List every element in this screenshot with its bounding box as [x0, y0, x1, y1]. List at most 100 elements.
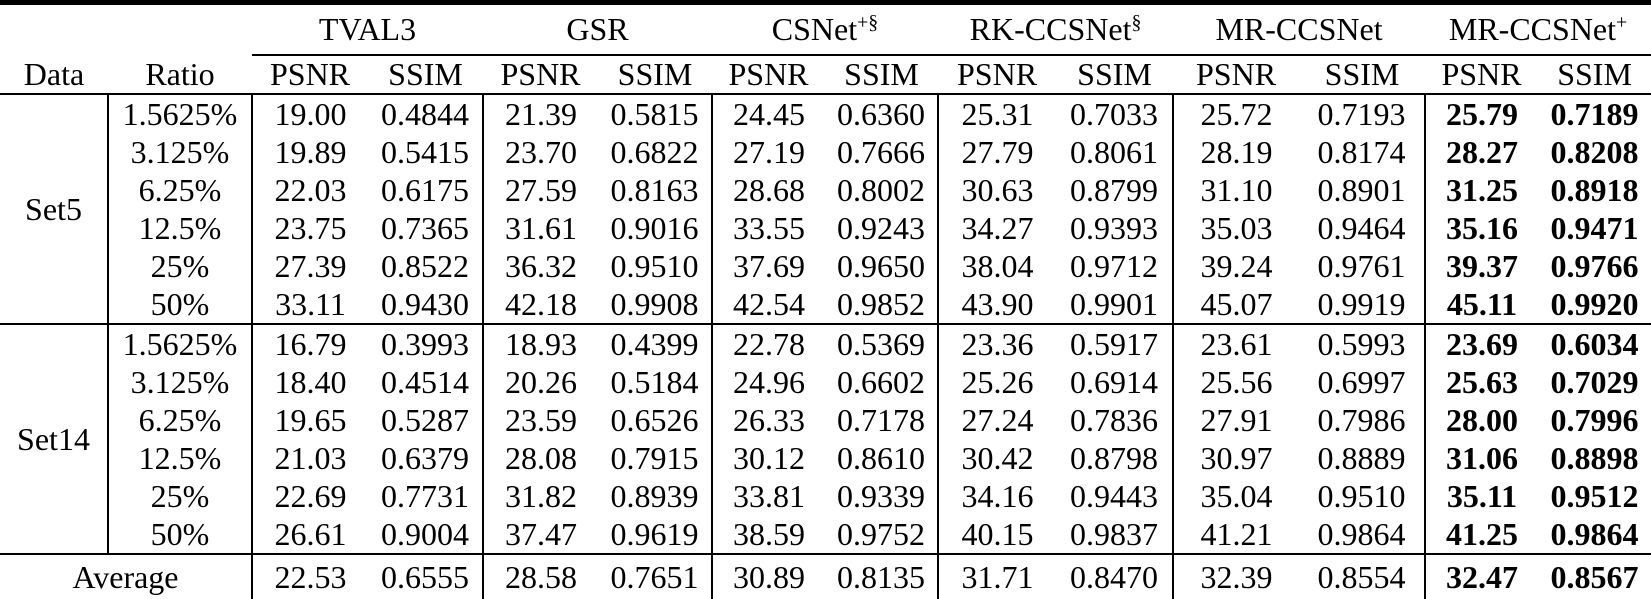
psnr-value: 31.82 — [482, 477, 598, 515]
ssim-value: 0.8798 — [1070, 439, 1159, 476]
psnr-value: 25.26 — [937, 363, 1057, 401]
ssim-value: 0.8208 — [1550, 133, 1639, 170]
header-spacer — [0, 0, 252, 55]
ssim-value: 0.9619 — [598, 515, 712, 555]
table-row: 25% 27.39 0.8522 36.32 0.9510 37.69 0.9650 38.0… — [0, 247, 1651, 285]
ssim-value: 0.5917 — [1070, 325, 1159, 362]
ssim-value: 0.5415 — [381, 133, 469, 170]
ssim-value: 0.9393 — [1070, 209, 1159, 246]
col-header-psnr: PSNR — [252, 55, 368, 95]
col-header-ssim: SSIM — [598, 55, 712, 95]
ssim-value: 0.9908 — [598, 285, 712, 325]
ssim-value: 0.9837 — [1056, 515, 1174, 555]
col-header-ssim: SSIM — [1299, 55, 1426, 95]
psnr-value: 23.36 — [937, 324, 1057, 363]
method-header-tval3: TVAL3 — [252, 0, 483, 56]
method-superscript: + — [1616, 11, 1628, 34]
ssim-value: 0.6034 — [1550, 325, 1639, 362]
ssim-value: 0.4399 — [610, 325, 699, 362]
col-header-psnr: PSNR — [1425, 55, 1539, 95]
col-header-ssim: SSIM — [825, 55, 939, 95]
ssim-value: 0.8135 — [825, 554, 939, 599]
method-header-row: TVAL3 GSR CSNet+§ RK-CCSNet§ MR-CCSNet M… — [0, 0, 1651, 56]
psnr-value: 18.40 — [251, 363, 368, 401]
ssim-value: 0.7651 — [598, 554, 712, 599]
ssim-value: 0.7996 — [1550, 401, 1639, 438]
psnr-value: 28.27 — [1424, 133, 1539, 171]
ssim-value: 0.7365 — [381, 209, 469, 246]
psnr-value: 30.97 — [1172, 439, 1300, 477]
ssim-value: 0.8799 — [1070, 171, 1159, 208]
ssim-value: 0.9864 — [1299, 515, 1426, 555]
ssim-value: 0.5184 — [610, 363, 699, 400]
psnr-value: 34.16 — [937, 477, 1057, 515]
psnr-value: 39.37 — [1424, 247, 1539, 285]
ratio-label: 25% — [107, 247, 252, 285]
table-row: 3.125% 19.89 0.5415 23.70 0.6822 27.19 0.7666 2… — [0, 133, 1651, 171]
ssim-value: 0.9650 — [837, 247, 925, 284]
psnr-value: 38.59 — [711, 515, 825, 555]
psnr-value: 18.93 — [482, 324, 598, 363]
table-row: 50% 26.61 0.9004 37.47 0.9619 38.59 0.9752 40.1… — [0, 515, 1651, 555]
ratio-label: 1.5625% — [107, 324, 252, 363]
ssim-value: 0.9430 — [368, 285, 483, 325]
method-header-rk-ccsnet: RK-CCSNet§ — [938, 0, 1174, 56]
ssim-value: 0.9464 — [1317, 209, 1406, 246]
psnr-value: 30.63 — [937, 171, 1057, 209]
col-header-psnr: PSNR — [938, 55, 1057, 95]
ssim-value: 0.8174 — [1317, 133, 1406, 170]
ratio-label: 12.5% — [107, 439, 252, 477]
table-row: 12.5% 23.75 0.7365 31.61 0.9016 33.55 0.9243 34… — [0, 209, 1651, 247]
col-header-ssim: SSIM — [368, 55, 483, 95]
ssim-value: 0.6526 — [610, 401, 699, 438]
psnr-value: 40.15 — [937, 515, 1057, 555]
psnr-value: 19.65 — [251, 401, 368, 439]
ssim-value: 0.7193 — [1317, 95, 1406, 132]
psnr-value: 22.69 — [251, 477, 368, 515]
psnr-value: 39.24 — [1172, 247, 1300, 285]
ssim-value: 0.8901 — [1317, 171, 1406, 208]
ssim-value: 0.6379 — [381, 439, 469, 476]
ssim-value: 0.7731 — [381, 477, 469, 514]
ssim-value: 0.8918 — [1550, 171, 1639, 208]
psnr-value: 41.21 — [1172, 515, 1300, 555]
ssim-value: 0.9443 — [1070, 477, 1159, 514]
ssim-value: 0.5815 — [610, 95, 699, 132]
ssim-value: 0.7033 — [1070, 95, 1159, 132]
ssim-value: 0.8061 — [1070, 133, 1159, 170]
ssim-value: 0.7189 — [1550, 95, 1639, 132]
ratio-label: 50% — [107, 515, 252, 555]
col-header-psnr: PSNR — [1173, 55, 1300, 95]
ssim-value: 0.7836 — [1070, 401, 1159, 438]
method-name: CSNet — [771, 11, 858, 47]
psnr-value: 25.79 — [1424, 94, 1539, 133]
ssim-value: 0.9852 — [825, 285, 939, 325]
ssim-value: 0.8163 — [610, 171, 699, 208]
ratio-label: 3.125% — [107, 133, 252, 171]
ssim-value: 0.8002 — [837, 171, 925, 208]
ssim-value: 0.9510 — [610, 247, 699, 284]
ssim-value: 0.9016 — [610, 209, 699, 246]
psnr-value: 28.68 — [711, 171, 825, 209]
psnr-value: 25.31 — [937, 94, 1057, 133]
psnr-value: 23.75 — [251, 209, 368, 247]
psnr-value: 33.81 — [711, 477, 825, 515]
method-name: MR-CCSNet — [1215, 11, 1383, 47]
psnr-value: 27.79 — [937, 133, 1057, 171]
psnr-value: 20.26 — [482, 363, 598, 401]
ssim-value: 0.9243 — [837, 209, 925, 246]
psnr-value: 42.18 — [482, 285, 598, 325]
psnr-value: 25.56 — [1172, 363, 1300, 401]
col-header-data: Data — [0, 55, 108, 95]
ssim-value: 0.7666 — [837, 133, 925, 170]
psnr-value: 27.24 — [937, 401, 1057, 439]
psnr-value: 41.25 — [1424, 515, 1539, 555]
ssim-value: 0.7178 — [837, 401, 925, 438]
psnr-value: 31.71 — [937, 554, 1057, 599]
psnr-value: 33.11 — [251, 285, 368, 325]
psnr-value: 28.08 — [482, 439, 598, 477]
average-label: Average — [0, 554, 252, 599]
psnr-value: 42.54 — [711, 285, 825, 325]
ratio-label: 3.125% — [107, 363, 252, 401]
